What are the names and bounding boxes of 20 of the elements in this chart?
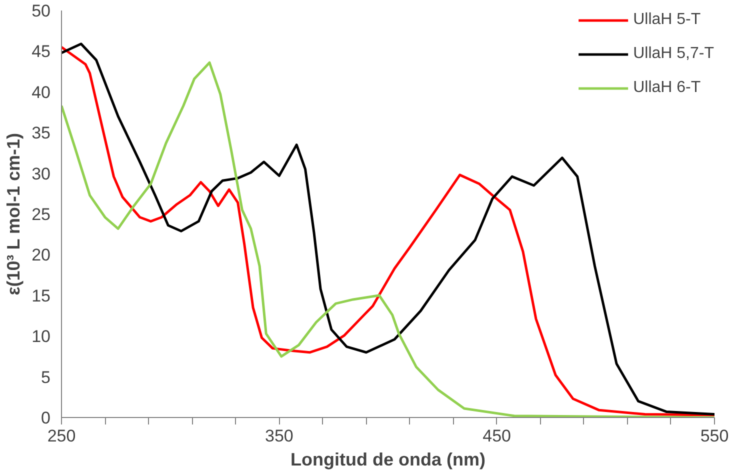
x-axis-title: Longitud de onda (nm) (290, 450, 486, 470)
y-tick-label: 45 (32, 42, 51, 62)
x-tick-label: 250 (47, 426, 76, 446)
y-tick-label: 0 (41, 408, 51, 428)
y-tick-label: 5 (41, 368, 51, 387)
y-tick-label: 20 (32, 246, 51, 265)
y-tick-label: 10 (32, 327, 51, 346)
x-tick-label: 450 (482, 426, 512, 446)
y-tick-label: 35 (32, 124, 51, 143)
y-tick-label: 15 (32, 286, 51, 306)
legend-label: UllaH 5-T (633, 11, 701, 29)
y-tick-label: 40 (32, 82, 51, 102)
legend-label: UllaH 5,7-T (633, 45, 714, 63)
y-tick-label: 25 (32, 205, 51, 224)
y-tick-label: 30 (32, 164, 51, 184)
x-tick-label: 350 (264, 426, 294, 446)
y-axis-title: ε(10³ L mol-1 cm-1) (4, 133, 24, 296)
x-tick-label: 550 (700, 426, 729, 446)
y-tick-label: 50 (32, 2, 51, 20)
legend-label: UllaH 6-T (633, 79, 701, 97)
